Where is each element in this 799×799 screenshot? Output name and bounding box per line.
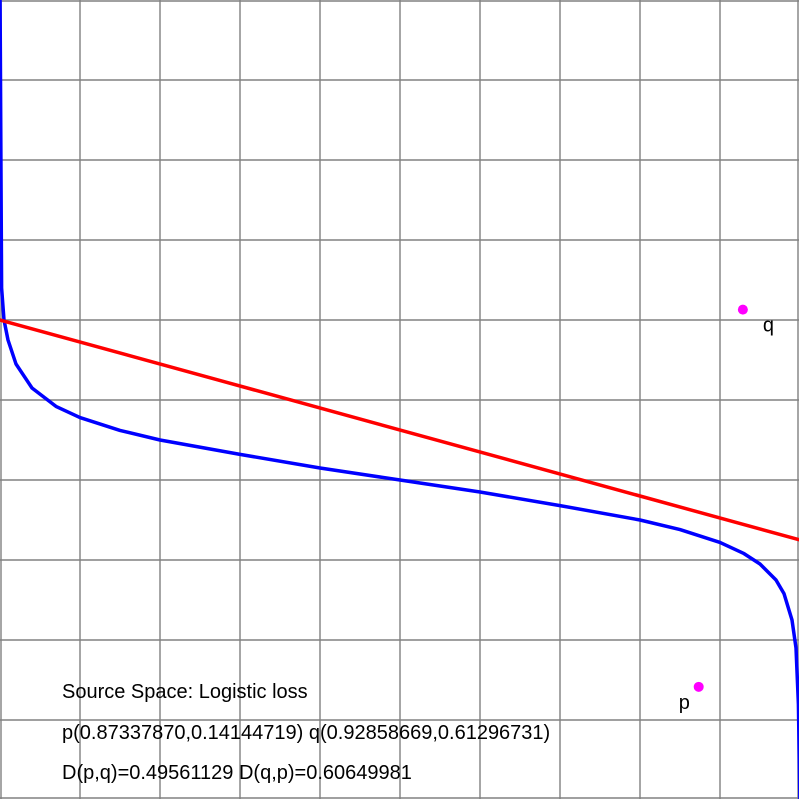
point-p [693, 681, 704, 692]
annotation-layer: Source Space: Logistic loss p(0.87337870… [62, 681, 550, 784]
title-text: Source Space: Logistic loss [62, 681, 308, 703]
point-label-q: q [763, 315, 774, 337]
points-readout: p(0.87337870,0.14144719) q(0.92858669,0.… [62, 722, 550, 744]
point-label-p: p [679, 692, 690, 714]
point-q [737, 304, 748, 315]
tangent-line [0, 318, 799, 542]
divergence-readout: D(p,q)=0.49561129 D(q,p)=0.60649981 [62, 762, 412, 784]
points-layer: pq [679, 304, 774, 714]
